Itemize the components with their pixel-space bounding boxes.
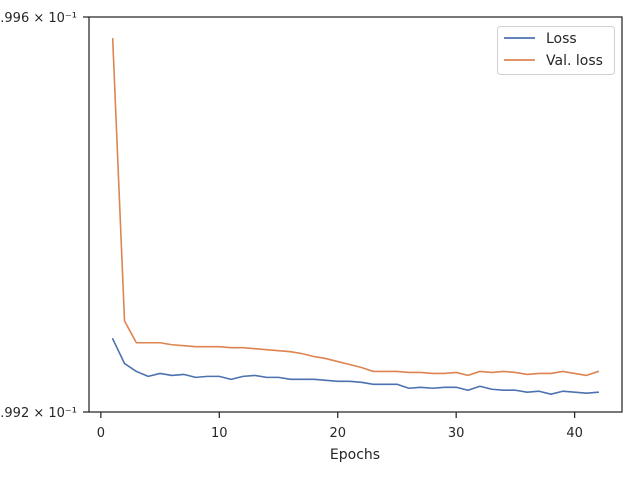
x-tick-label: 30 [448,426,465,441]
series-line-loss [111,338,600,395]
series-line-val-loss [111,37,600,377]
y-tick-label: 0.992 × 10⁻¹ [0,406,77,421]
y-tick-label: 0.996 × 10⁻¹ [0,11,77,26]
y-axis: 0.996 × 10⁻¹ 0.992 × 10⁻¹ [0,11,89,421]
x-tick-label: 20 [329,426,346,441]
x-axis-label: Epochs [330,447,380,463]
x-axis: 0 10 20 30 40 [97,412,583,441]
x-tick-label: 0 [97,426,105,441]
x-tick-label: 10 [211,426,228,441]
legend: Loss Val. loss [497,26,615,75]
legend-label-val-loss: Val. loss [546,53,603,69]
legend-label-loss: Loss [546,31,577,47]
plot-background [89,17,622,412]
series-layer [111,37,600,395]
plot-frame [88,16,623,413]
x-tick-label: 40 [566,426,583,441]
